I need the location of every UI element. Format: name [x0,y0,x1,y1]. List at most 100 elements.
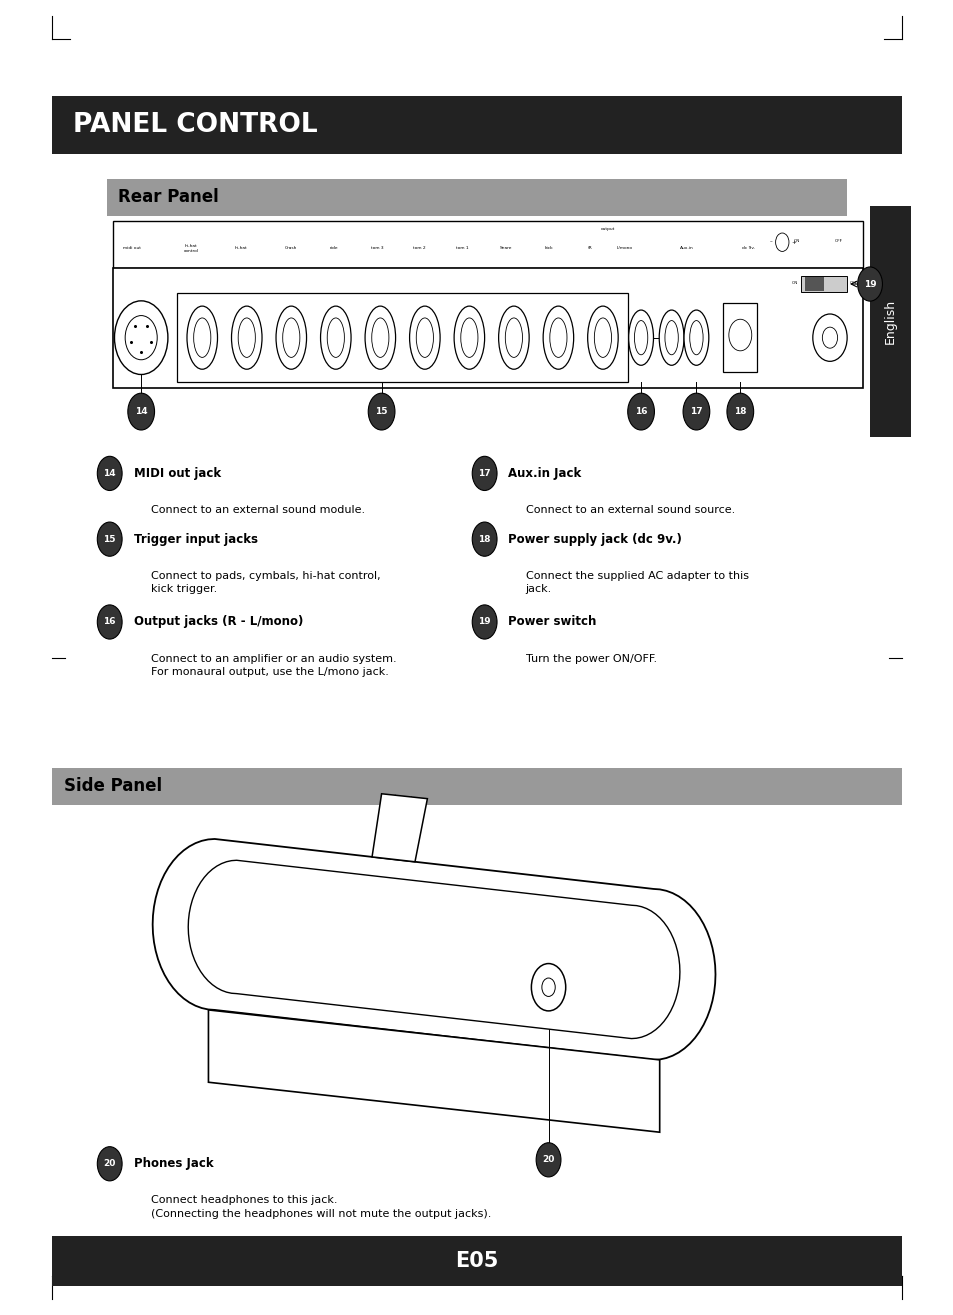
Text: 18: 18 [477,535,491,543]
Text: Connect the supplied AC adapter to this
jack.: Connect the supplied AC adapter to this … [525,571,748,594]
Text: Trigger input jacks: Trigger input jacks [133,533,257,546]
Text: Aux.in Jack: Aux.in Jack [508,467,581,480]
Ellipse shape [193,318,211,358]
Text: Phones Jack: Phones Jack [133,1157,213,1170]
Circle shape [97,522,122,556]
Circle shape [97,1147,122,1181]
FancyBboxPatch shape [107,179,846,216]
Text: Snare: Snare [498,246,512,250]
FancyBboxPatch shape [52,768,901,805]
Text: PANEL CONTROL: PANEL CONTROL [73,112,317,138]
Ellipse shape [542,306,573,370]
Text: +: + [791,239,795,245]
Ellipse shape [664,321,678,355]
Text: OFF: OFF [849,280,857,285]
Text: Connect to pads, cymbals, hi-hat control,
kick trigger.: Connect to pads, cymbals, hi-hat control… [151,571,380,594]
Circle shape [97,456,122,490]
Text: ON: ON [791,280,798,285]
Text: 19: 19 [862,280,876,288]
Ellipse shape [628,310,653,366]
Text: English: English [883,299,896,345]
Text: Rear Panel: Rear Panel [118,188,219,206]
FancyBboxPatch shape [722,304,757,372]
Ellipse shape [689,321,702,355]
Ellipse shape [634,321,647,355]
Text: kick: kick [543,246,553,250]
Ellipse shape [549,318,566,358]
FancyBboxPatch shape [112,268,862,388]
FancyBboxPatch shape [52,1236,901,1286]
Text: Connect to an amplifier or an audio system.
For monaural output, use the L/mono : Connect to an amplifier or an audio syst… [151,654,395,677]
Text: E05: E05 [455,1251,498,1272]
Ellipse shape [460,318,477,358]
Ellipse shape [683,310,708,366]
Text: Output jacks (R - L/mono): Output jacks (R - L/mono) [133,615,303,629]
Text: Connect to an external sound module.: Connect to an external sound module. [151,505,364,515]
Circle shape [472,522,497,556]
Circle shape [775,233,788,251]
Text: 20: 20 [104,1160,115,1168]
Text: hi-hat
control: hi-hat control [183,245,198,252]
Circle shape [472,605,497,639]
Text: 16: 16 [103,618,116,626]
FancyBboxPatch shape [801,276,846,292]
Text: L/mono: L/mono [617,246,632,250]
Text: Turn the power ON/OFF.: Turn the power ON/OFF. [525,654,656,664]
Circle shape [531,964,565,1011]
Circle shape [472,456,497,490]
Ellipse shape [275,306,306,370]
Text: 16: 16 [634,408,647,416]
Circle shape [114,301,168,375]
Text: (R: (R [587,246,591,250]
Text: 15: 15 [375,408,388,416]
Ellipse shape [320,306,351,370]
Text: tom 3: tom 3 [370,246,383,250]
Circle shape [682,393,709,430]
Ellipse shape [498,306,529,370]
Text: 14: 14 [103,469,116,477]
Ellipse shape [659,310,683,366]
Text: 17: 17 [689,408,702,416]
Circle shape [627,393,654,430]
Text: hi-hat: hi-hat [234,246,248,250]
Circle shape [728,320,751,351]
Text: Power switch: Power switch [508,615,597,629]
Text: 18: 18 [733,408,746,416]
Text: 14: 14 [134,408,148,416]
Ellipse shape [187,306,217,370]
Circle shape [125,316,157,360]
FancyBboxPatch shape [869,206,910,437]
Circle shape [857,267,882,301]
Text: ON: ON [793,238,799,243]
Text: Connect headphones to this jack.
(Connecting the headphones will not mute the ou: Connect headphones to this jack. (Connec… [151,1195,491,1219]
Ellipse shape [365,306,395,370]
Polygon shape [208,1010,659,1132]
FancyBboxPatch shape [112,221,862,268]
FancyBboxPatch shape [177,293,627,383]
Polygon shape [152,839,715,1060]
Text: MIDI out jack: MIDI out jack [133,467,220,480]
Text: 15: 15 [103,535,116,543]
Text: Crash: Crash [285,246,296,250]
Text: 19: 19 [477,618,491,626]
Polygon shape [188,860,679,1039]
Circle shape [812,314,846,362]
FancyBboxPatch shape [52,96,901,154]
Text: output: output [599,227,615,231]
Ellipse shape [505,318,522,358]
Ellipse shape [232,306,262,370]
Text: tom 1: tom 1 [456,246,469,250]
Text: dc 9v.: dc 9v. [741,246,755,250]
Text: midi out: midi out [123,246,140,250]
Circle shape [128,393,154,430]
Circle shape [536,1143,560,1177]
FancyBboxPatch shape [804,277,823,291]
Circle shape [368,393,395,430]
Ellipse shape [454,306,484,370]
Text: tom 2: tom 2 [413,246,426,250]
Ellipse shape [238,318,255,358]
Text: Aux.in: Aux.in [679,246,693,250]
Ellipse shape [327,318,344,358]
Text: –: – [769,239,771,245]
Text: 17: 17 [477,469,491,477]
